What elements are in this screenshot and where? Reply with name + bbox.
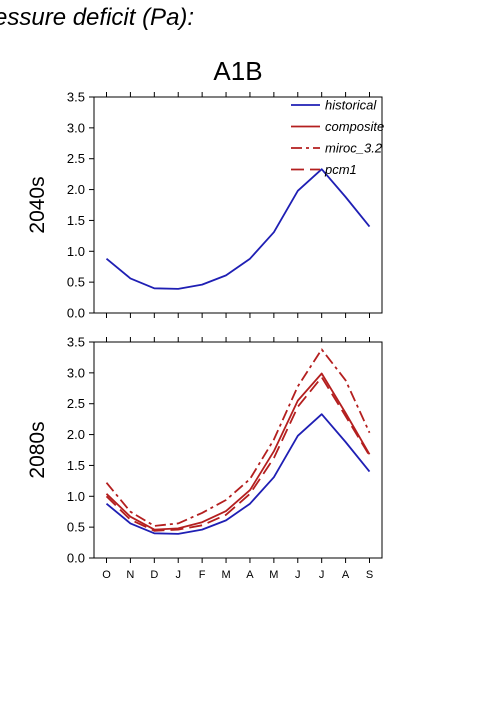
plot-frame <box>93 96 383 314</box>
y-tick-label: 2.5 <box>67 151 85 166</box>
y-tick-label: 3.0 <box>67 365 85 380</box>
y-tick-label: 1.5 <box>67 213 85 228</box>
x-tick-label: A <box>342 569 350 581</box>
series-line-pcm1 <box>105 376 371 532</box>
series-line-miroc-3-2 <box>105 348 371 527</box>
x-tick-label: N <box>126 569 134 581</box>
y-tick-label: 1.0 <box>67 489 85 504</box>
x-tick-label: A <box>246 569 254 581</box>
y-tick-label: 0.5 <box>67 520 85 535</box>
y-tick-label: 3.5 <box>67 90 85 105</box>
legend-label: miroc_3.2 <box>325 141 383 156</box>
legend-label: pcm1 <box>324 162 357 177</box>
plot-frame <box>93 341 383 559</box>
x-tick-label: M <box>221 569 230 581</box>
x-tick-label: F <box>199 569 206 581</box>
y-tick-label: 2.5 <box>67 396 85 411</box>
y-tick-label: 1.5 <box>67 458 85 473</box>
x-tick-label: S <box>366 569 373 581</box>
x-tick-label: O <box>102 569 111 581</box>
x-tick-label: D <box>150 569 158 581</box>
series-line-historical <box>105 413 371 535</box>
y-tick-label: 0.5 <box>67 275 85 290</box>
panel-ylabel: 2040s <box>26 176 49 233</box>
legend-label: composite <box>325 119 384 134</box>
x-tick-label: J <box>319 569 325 581</box>
scenario-title: A1B <box>213 56 263 86</box>
panel-ylabel: 2080s <box>26 421 49 478</box>
y-tick-label: 0.0 <box>67 306 85 321</box>
y-tick-label: 3.5 <box>67 335 85 350</box>
x-tick-label: J <box>295 569 301 581</box>
series-line-historical <box>105 168 371 290</box>
legend-label: historical <box>325 98 377 113</box>
x-tick-label: M <box>269 569 278 581</box>
y-tick-label: 0.0 <box>67 551 85 566</box>
y-tick-label: 2.0 <box>67 182 85 197</box>
x-tick-label: J <box>175 569 181 581</box>
series-line-composite <box>105 372 371 531</box>
y-tick-label: 2.0 <box>67 427 85 442</box>
page-title: essure deficit (Pa): <box>0 4 195 31</box>
y-tick-label: 1.0 <box>67 244 85 259</box>
y-tick-label: 3.0 <box>67 120 85 135</box>
